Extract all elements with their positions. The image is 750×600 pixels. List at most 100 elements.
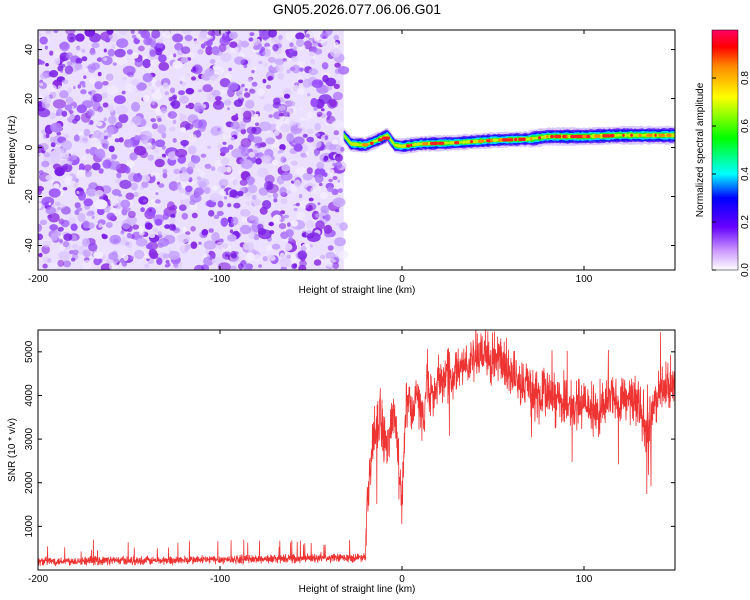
noise-speckle xyxy=(165,259,170,264)
noise-speckle xyxy=(313,259,322,266)
noise-speckle xyxy=(172,33,184,43)
noise-speckle xyxy=(201,229,209,236)
noise-speckle xyxy=(91,215,95,220)
noise-speckle xyxy=(76,190,80,195)
noise-speckle xyxy=(119,179,132,189)
noise-speckle xyxy=(258,121,272,132)
noise-speckle xyxy=(260,46,266,52)
noise-speckle xyxy=(96,143,103,150)
noise-speckle xyxy=(114,138,120,143)
noise-speckle xyxy=(326,85,333,91)
noise-speckle xyxy=(147,81,152,87)
noise-speckle xyxy=(130,74,133,78)
noise-speckle xyxy=(314,48,323,55)
noise-speckle xyxy=(258,264,263,268)
noise-speckle xyxy=(213,214,220,219)
noise-speckle xyxy=(302,133,308,138)
noise-speckle xyxy=(49,70,59,78)
y-tick-label: 0 xyxy=(24,144,35,150)
noise-speckle xyxy=(39,82,44,87)
noise-speckle xyxy=(147,142,152,146)
noise-speckle xyxy=(114,105,129,115)
noise-speckle xyxy=(56,131,62,136)
noise-speckle xyxy=(56,232,61,237)
noise-speckle xyxy=(45,133,50,139)
tone-hot-spot xyxy=(622,133,625,137)
noise-speckle xyxy=(208,228,214,233)
noise-speckle xyxy=(103,130,107,134)
noise-speckle xyxy=(319,254,326,260)
noise-speckle xyxy=(279,149,284,154)
noise-speckle xyxy=(162,82,169,89)
noise-speckle xyxy=(44,45,49,50)
noise-speckle xyxy=(331,188,339,195)
noise-speckle xyxy=(223,99,232,106)
tone-hot-spot xyxy=(666,133,672,137)
noise-speckle xyxy=(337,188,343,194)
tone-hot-spot xyxy=(586,134,591,139)
noise-speckle xyxy=(139,150,148,159)
noise-speckle xyxy=(147,154,155,161)
noise-speckle xyxy=(60,219,70,228)
noise-speckle xyxy=(55,201,61,207)
colorbar-tick-label: 0.0 xyxy=(740,263,750,277)
noise-speckle xyxy=(38,58,43,65)
noise-speckle xyxy=(249,32,255,37)
noise-speckle xyxy=(232,179,238,186)
noise-speckle xyxy=(262,200,272,210)
noise-speckle xyxy=(193,264,205,270)
tone-hot-spot xyxy=(378,138,383,142)
noise-speckle xyxy=(304,33,310,38)
noise-speckle xyxy=(63,260,71,268)
noise-speckle xyxy=(115,122,123,129)
colorbar-tick-label: 0.8 xyxy=(740,71,750,85)
noise-speckle xyxy=(57,259,65,267)
noise-speckle xyxy=(155,42,164,49)
tone-hot-spot xyxy=(530,137,533,141)
top-y-axis-label: Frequency (Hz) xyxy=(7,116,18,185)
tone-hot-spot xyxy=(490,138,493,142)
noise-speckle xyxy=(293,136,305,145)
top-x-axis: -200 -100 0 100 xyxy=(28,30,593,285)
noise-speckle xyxy=(243,64,248,69)
noise-speckle xyxy=(189,193,202,203)
noise-speckle xyxy=(211,232,220,242)
noise-speckle xyxy=(208,210,215,217)
colorbar-label: Normalized spectral amplitude xyxy=(695,82,706,217)
noise-speckle xyxy=(299,46,303,51)
noise-speckle xyxy=(277,72,285,80)
noise-speckle xyxy=(243,110,252,120)
tone-hot-spot xyxy=(370,141,374,145)
noise-speckle xyxy=(113,208,122,216)
noise-speckle xyxy=(167,201,175,211)
colorbar-tick-label: 0.4 xyxy=(740,167,750,181)
noise-speckle xyxy=(286,190,292,195)
noise-speckle xyxy=(298,107,304,111)
noise-speckle xyxy=(220,146,230,154)
noise-speckle xyxy=(313,81,318,85)
noise-speckle xyxy=(140,135,153,145)
noise-speckle xyxy=(53,50,61,59)
noise-speckle xyxy=(125,159,135,169)
noise-speckle xyxy=(59,90,69,99)
noise-speckle xyxy=(54,57,61,65)
noise-speckle xyxy=(50,179,55,183)
noise-speckle xyxy=(106,126,115,136)
noise-speckle xyxy=(283,214,289,219)
noise-speckle xyxy=(239,224,252,235)
noise-speckle xyxy=(312,41,320,47)
noise-speckle xyxy=(186,73,190,77)
noise-speckle xyxy=(319,182,323,187)
tone-hot-spot xyxy=(438,141,445,145)
noise-speckle xyxy=(204,249,210,255)
noise-speckle xyxy=(131,34,137,39)
x-tick-label: 100 xyxy=(576,274,593,285)
tone-hot-spot xyxy=(518,137,526,141)
noise-speckle xyxy=(319,192,329,199)
noise-speckle xyxy=(96,57,103,62)
noise-speckle xyxy=(38,186,44,192)
bottom-y-axis: 1000 2000 3000 4000 5000 xyxy=(24,340,675,537)
noise-speckle xyxy=(59,203,66,209)
